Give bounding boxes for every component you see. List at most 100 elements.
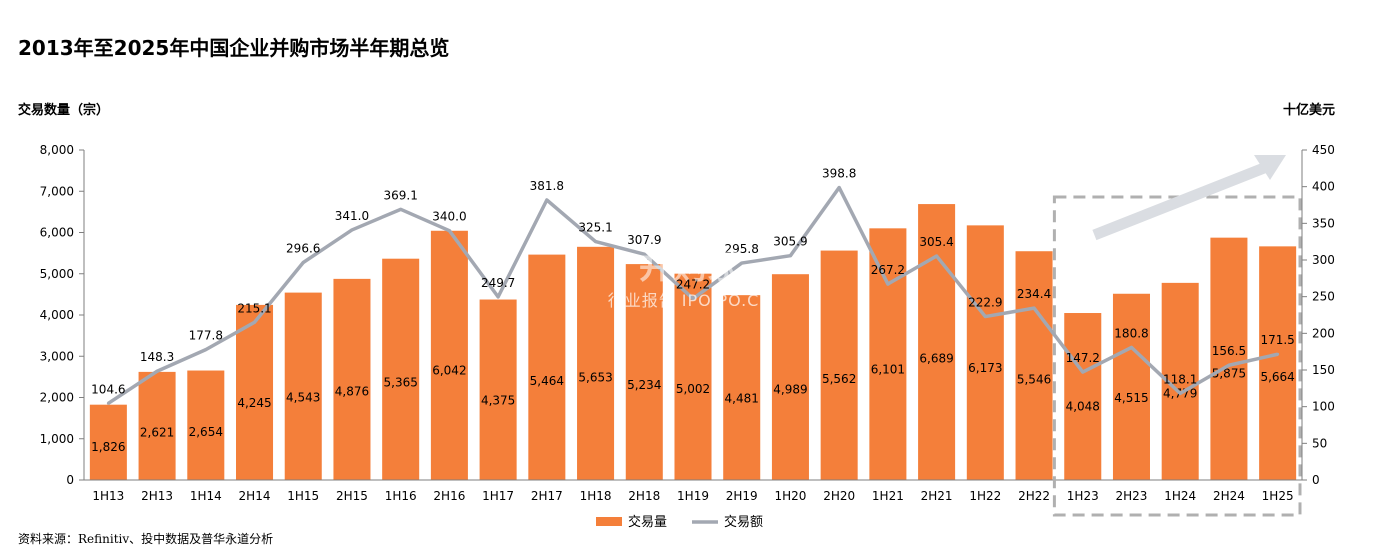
line-point-2H14	[253, 320, 257, 324]
bar-2H18	[625, 264, 663, 480]
y-left-tick-6: 6,000	[40, 226, 74, 240]
bar-label-1H18: 5,653	[578, 370, 612, 384]
x-tick-2H23: 2H23	[1116, 489, 1148, 503]
bar-label-1H15: 4,543	[286, 391, 320, 405]
line-label-2H19: 295.8	[725, 242, 759, 256]
y-right-tick-3: 150	[1312, 363, 1335, 377]
bar-1H20	[771, 274, 809, 480]
x-tick-1H17: 1H17	[482, 489, 514, 503]
line-label-1H17: 249.7	[481, 276, 515, 290]
bar-1H15	[284, 292, 322, 480]
line-label-2H18: 307.9	[627, 233, 661, 247]
bar-2H15	[333, 278, 371, 480]
bar-2H14	[236, 304, 274, 480]
watermark: 并购家 行业报告 IPOIPO.CN	[608, 247, 772, 310]
bar-label-2H22: 5,546	[1017, 372, 1051, 386]
bar-label-2H17: 5,464	[530, 374, 564, 388]
x-tick-2H16: 2H16	[433, 489, 465, 503]
x-tick-2H20: 2H20	[823, 489, 855, 503]
line-point-1H14	[204, 348, 208, 352]
x-tick-1H23: 1H23	[1067, 489, 1099, 503]
line-point-2H20	[837, 186, 841, 190]
line-label-1H18: 325.1	[578, 221, 612, 235]
axes: 1H13 2H13 1H14 2H14 1H15 2H15 1H16 2H16 1H17 2H17…	[40, 143, 1335, 503]
x-tick-1H16: 1H16	[385, 489, 417, 503]
line-point-1H13	[106, 401, 110, 405]
line-point-2H17	[545, 198, 549, 202]
line-label-2H22: 234.4	[1017, 287, 1051, 301]
bar-series: 1,826 2,621 2,654 4,245 4,543 4,876 5,365 6,042…	[89, 204, 1297, 481]
bar-1H22	[966, 225, 1004, 480]
bar-2H19	[723, 295, 761, 480]
bar-label-2H18: 5,234	[627, 378, 661, 392]
line-point-1H18	[594, 240, 598, 244]
y-left-tick-2: 2,000	[40, 391, 74, 405]
bar-1H17	[479, 299, 517, 480]
y-right-axis-label: 十亿美元	[1282, 103, 1335, 118]
x-tick-2H21: 2H21	[921, 489, 953, 503]
line-label-1H16: 369.1	[384, 188, 418, 202]
line-label-1H20: 305.9	[773, 235, 807, 249]
y-left-tick-8: 8,000	[40, 143, 74, 157]
y-left-tick-0: 0	[66, 473, 74, 487]
line-label-2H21: 305.4	[919, 235, 953, 249]
line-point-1H21	[886, 282, 890, 286]
bar-1H19	[674, 273, 712, 480]
x-tick-1H22: 1H22	[969, 489, 1001, 503]
line-point-1H19	[691, 297, 695, 301]
y-left-axis-label: 交易数量（宗）	[18, 103, 110, 118]
x-tick-1H18: 1H18	[580, 489, 612, 503]
y-right-tick-6: 300	[1312, 253, 1335, 267]
watermark-main: 并购家	[639, 247, 741, 287]
line-point-2H22	[1032, 306, 1036, 310]
line-label-1H25: 171.5	[1260, 333, 1294, 347]
line-point-1H15	[301, 260, 305, 264]
bar-label-1H20: 4,989	[773, 382, 807, 396]
x-tick-2H17: 2H17	[531, 489, 563, 503]
bar-label-2H16: 6,042	[432, 363, 466, 377]
y-left-tick-1: 1,000	[40, 432, 74, 446]
line-label-1H15: 296.6	[286, 241, 320, 255]
line-label-1H21: 267.2	[871, 263, 905, 277]
bar-label-1H21: 6,101	[871, 362, 905, 376]
line-point-2H16	[447, 229, 451, 233]
y-left-tick-4: 4,000	[40, 308, 74, 322]
y-right-tick-7: 350	[1312, 216, 1335, 230]
line-point-2H23	[1129, 345, 1133, 349]
bar-1H25	[1259, 246, 1297, 480]
source-note: 资料来源：Refinitiv、投中数据及普华永道分析	[18, 532, 274, 546]
bar-label-1H14: 2,654	[189, 425, 223, 439]
line-point-2H18	[642, 252, 646, 256]
x-tick-1H25: 1H25	[1262, 489, 1294, 503]
line-point-2H19	[740, 261, 744, 265]
x-tick-1H20: 1H20	[774, 489, 806, 503]
x-tick-2H15: 2H15	[336, 489, 368, 503]
legend-label-line: 交易额	[724, 514, 763, 530]
x-tick-1H14: 1H14	[190, 489, 222, 503]
y-left-tick-5: 5,000	[40, 267, 74, 281]
line-label-2H16: 340.0	[432, 210, 466, 224]
line-point-1H17	[496, 295, 500, 299]
y-right-tick-0: 0	[1312, 473, 1320, 487]
bar-label-1H19: 5,002	[676, 382, 710, 396]
bar-1H18	[577, 246, 615, 480]
bar-label-1H17: 4,375	[481, 394, 515, 408]
x-tick-2H19: 2H19	[726, 489, 758, 503]
line-point-1H24	[1178, 391, 1182, 395]
line-label-2H15: 341.0	[335, 209, 369, 223]
line-point-1H20	[788, 254, 792, 258]
y-right-tick-1: 50	[1312, 436, 1327, 450]
bar-label-2H23: 4,515	[1114, 391, 1148, 405]
bar-2H21	[918, 204, 956, 481]
x-tick-1H13: 1H13	[92, 489, 124, 503]
line-label-2H24: 156.5	[1212, 344, 1246, 358]
line-label-2H14: 215.1	[237, 301, 271, 315]
y-right-tick-8: 400	[1312, 180, 1335, 194]
bar-2H20	[820, 250, 858, 480]
bar-1H16	[382, 258, 420, 480]
chart-title: 2013年至2025年中国企业并购市场半年期总览	[18, 36, 450, 60]
line-point-1H25	[1276, 352, 1280, 356]
bar-1H14	[187, 370, 225, 480]
bar-label-1H22: 6,173	[968, 361, 1002, 375]
y-right-tick-2: 100	[1312, 400, 1335, 414]
